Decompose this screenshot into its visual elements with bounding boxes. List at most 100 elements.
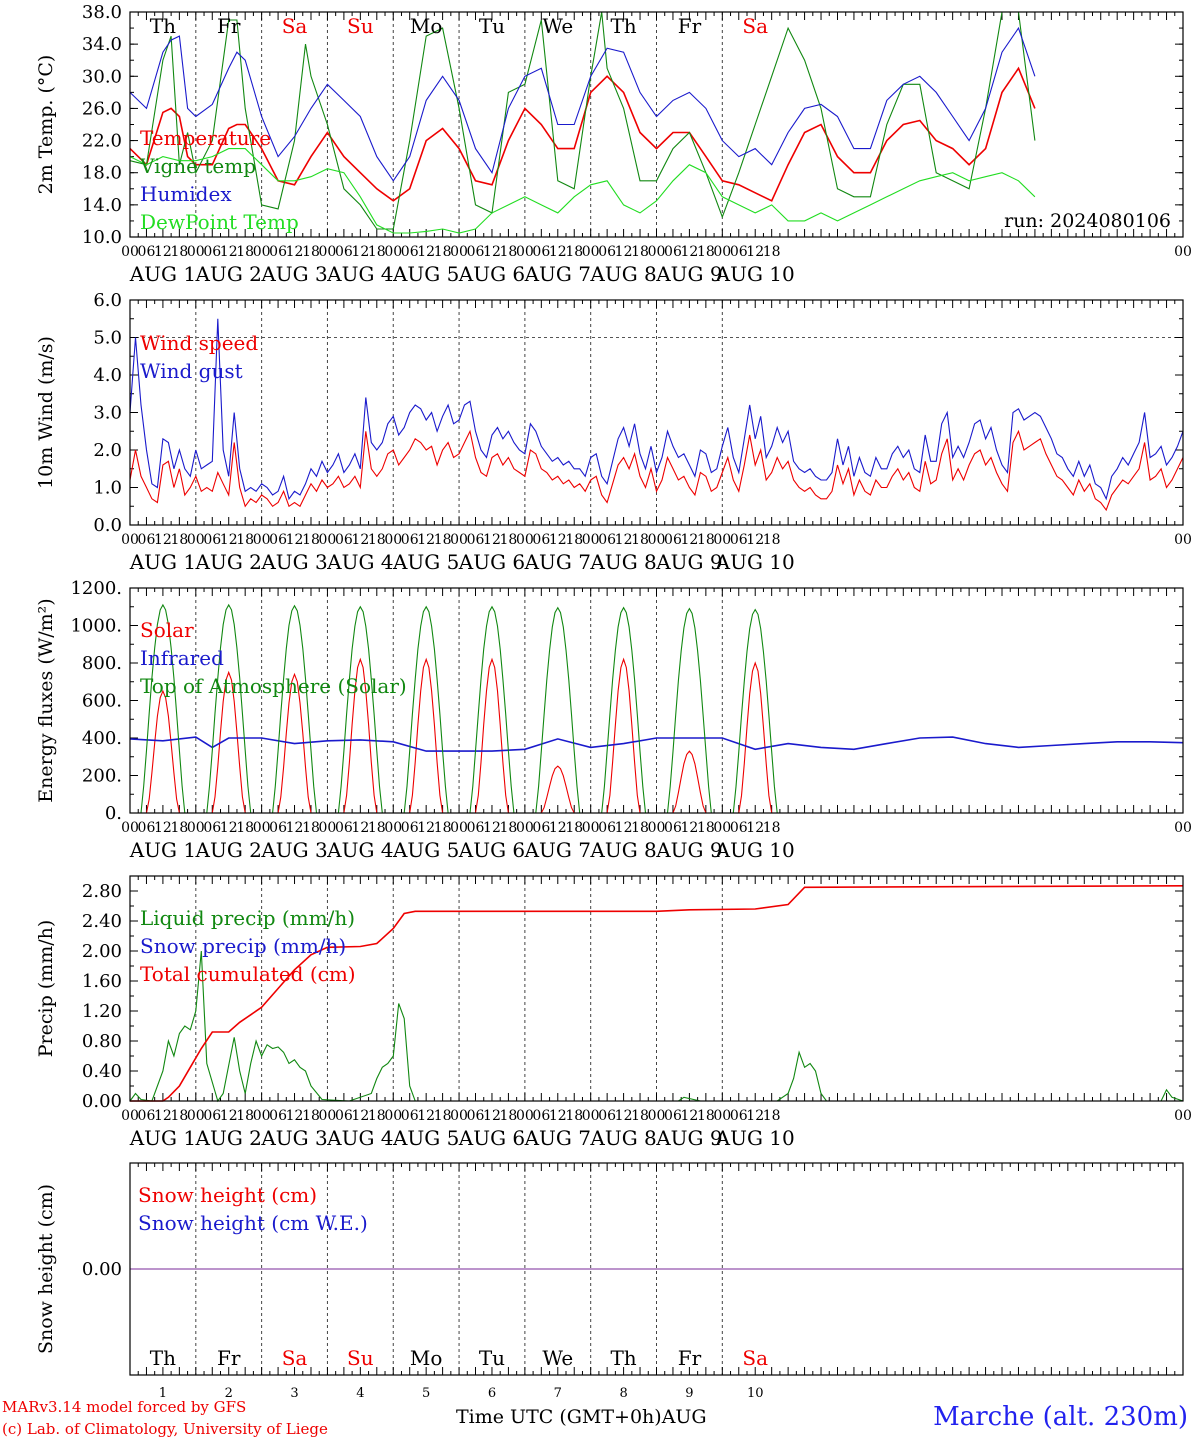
series-line-humidex [129, 26, 1036, 182]
hour-tick-label: 12 [746, 532, 764, 548]
hour-tick-label: 12 [154, 1108, 172, 1124]
hour-tick-label: 06 [401, 1108, 419, 1124]
hour-tick-label: 00 [450, 820, 468, 836]
legend-entry: DewPoint Temp [140, 210, 299, 234]
hour-tick-label: 06 [467, 532, 485, 548]
date-label: AUG 3 [260, 262, 327, 286]
y-axis-label: Snow height (cm) [35, 1184, 57, 1354]
hour-tick-label: 18 [763, 244, 781, 260]
y-tick-label: 3.0 [93, 403, 122, 424]
y-axis-label: Energy fluxes (W/m²) [35, 598, 57, 802]
y-tick-label: 1.0 [93, 478, 122, 499]
hour-tick-label: 18 [500, 1108, 518, 1124]
hour-tick-label: 00 [516, 532, 534, 548]
hour-tick-label: 06 [335, 1108, 353, 1124]
date-label: AUG 2 [195, 262, 262, 286]
date-label: AUG 4 [326, 838, 393, 862]
y-axis-label: Precip (mm/h) [35, 920, 57, 1058]
y-axis-label: 2m Temp. (°C) [35, 55, 57, 195]
run-annotation: run: 2024080106 [1004, 210, 1171, 232]
y-tick-label: 34.0 [82, 34, 122, 55]
hour-tick-label: 06 [269, 532, 287, 548]
hour-tick-label: 06 [203, 820, 221, 836]
hour-tick-label: 18 [302, 820, 320, 836]
hour-tick-label: 18 [697, 1108, 715, 1124]
hour-tick-label: 00 [450, 244, 468, 260]
y-axis-label: 10m Wind (m/s) [35, 336, 57, 489]
legend-entry: Total cumulated (cm) [140, 962, 356, 986]
hour-tick-label: 12 [417, 532, 435, 548]
date-label: AUG 6 [458, 262, 525, 286]
hour-tick-label: 00 [121, 1108, 139, 1124]
legend-entry: Snow height (cm W.E.) [138, 1211, 368, 1235]
hour-tick-label: 06 [138, 532, 156, 548]
hour-tick-label: 12 [746, 820, 764, 836]
hour-tick-label: 00 [582, 532, 600, 548]
hour-tick-label: 18 [565, 244, 583, 260]
day-number: 2 [225, 1386, 233, 1401]
date-label: AUG 2 [195, 550, 262, 574]
hour-tick-label: 06 [335, 532, 353, 548]
hour-tick-label: 00 [253, 820, 271, 836]
day-number: 5 [422, 1386, 430, 1401]
legend-entry: Wind speed [140, 331, 258, 355]
y-tick-label: 0.00 [82, 1259, 122, 1280]
hour-tick-label: 00 [253, 532, 271, 548]
panel-4 [129, 875, 1184, 1103]
date-label: AUG 8 [589, 838, 656, 862]
panel-1 [129, 11, 1184, 238]
hour-tick-label: 00 [648, 1108, 666, 1124]
day-number: 4 [356, 1386, 364, 1401]
hour-tick-label: 00 [1174, 532, 1192, 548]
date-label: AUG 6 [458, 838, 525, 862]
weekday-label: We [542, 1346, 573, 1370]
hour-tick-label: 06 [335, 244, 353, 260]
plot-frame [129, 587, 1184, 814]
hour-tick-label: 06 [730, 532, 748, 548]
hour-tick-label: 18 [565, 1108, 583, 1124]
hour-tick-label: 00 [187, 1108, 205, 1124]
date-label: AUG 7 [524, 838, 591, 862]
hour-tick-label: 18 [763, 532, 781, 548]
hour-tick-label: 00 [450, 1108, 468, 1124]
hour-tick-label: 06 [467, 244, 485, 260]
hour-tick-label: 12 [220, 1108, 238, 1124]
y-tick-label: 0. [105, 803, 122, 824]
hour-tick-label: 12 [351, 1108, 369, 1124]
date-label: AUG 2 [195, 838, 262, 862]
series-line-wind-speed [129, 429, 1184, 512]
y-tick-label: 6.0 [93, 290, 122, 311]
hour-tick-label: 18 [631, 244, 649, 260]
plot-frame [129, 11, 1184, 238]
model-credit: MARv3.14 model forced by GFS [2, 1398, 247, 1416]
date-label: AUG 10 [715, 1126, 795, 1150]
hour-tick-label: 18 [302, 244, 320, 260]
hour-tick-label: 06 [598, 244, 616, 260]
panel-2 [129, 299, 1184, 526]
hour-tick-label: 06 [203, 1108, 221, 1124]
series-line-wind-gust [129, 318, 1184, 501]
time-axis-label: Time UTC (GMT+0h)AUG [456, 1406, 707, 1428]
date-label: AUG 7 [524, 550, 591, 574]
hour-tick-label: 18 [565, 820, 583, 836]
hour-tick-label: 18 [368, 820, 386, 836]
day-number: 9 [685, 1386, 693, 1401]
y-tick-label: 600. [82, 691, 122, 712]
hour-tick-label: 18 [763, 820, 781, 836]
hour-tick-label: 18 [170, 532, 188, 548]
date-label: AUG 6 [458, 1126, 525, 1150]
hour-tick-label: 00 [713, 532, 731, 548]
hour-tick-label: 00 [648, 244, 666, 260]
hour-tick-label: 18 [631, 1108, 649, 1124]
hour-tick-label: 18 [302, 1108, 320, 1124]
date-label: AUG 5 [392, 838, 459, 862]
y-tick-label: 0.0 [93, 515, 122, 536]
hour-tick-label: 00 [187, 820, 205, 836]
legend-entry: Wind gust [140, 359, 243, 383]
hour-tick-label: 12 [286, 820, 304, 836]
weekday-label: Fr [217, 14, 241, 38]
y-tick-label: 0.80 [82, 1031, 122, 1052]
date-label: AUG 4 [326, 550, 393, 574]
series-line-dewpoint-temp [129, 148, 1036, 234]
plot-frame [129, 1162, 1184, 1376]
